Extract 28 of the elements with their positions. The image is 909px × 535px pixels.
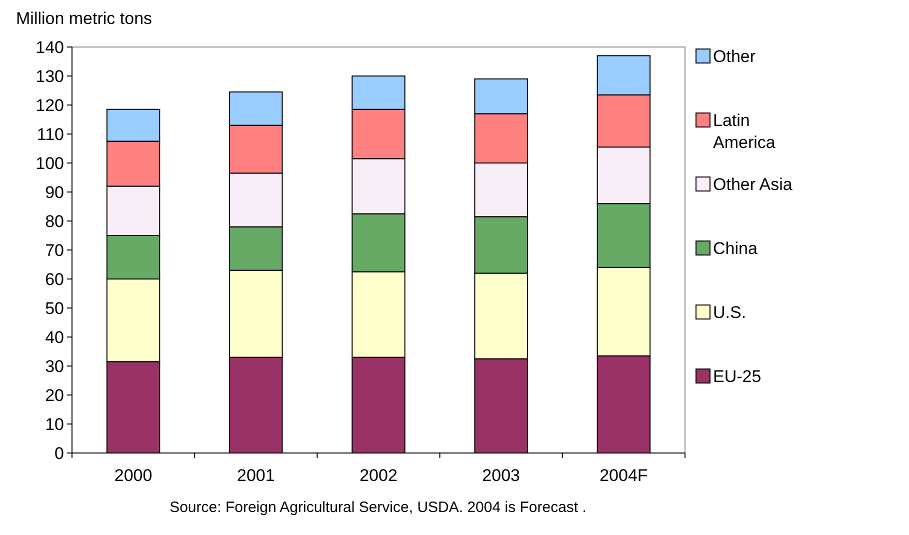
y-tick-label: 30 — [45, 356, 64, 376]
y-tick-label: 130 — [36, 66, 64, 86]
x-tick-label: 2004F — [600, 466, 648, 485]
x-tick-label: 2000 — [114, 466, 152, 485]
y-tick-label: 40 — [45, 328, 64, 347]
y-tick-label: 110 — [36, 124, 64, 144]
y-tick-label: 140 — [36, 38, 64, 57]
y-tick-label: 20 — [45, 386, 64, 405]
legend-label: Other Asia — [713, 174, 793, 194]
legend-label: Other — [713, 46, 756, 66]
y-tick-label: 50 — [45, 298, 64, 318]
y-tick-label: 70 — [45, 240, 64, 260]
legend-label: Latin America — [713, 110, 776, 152]
y-tick-label: 100 — [36, 154, 64, 173]
y-axis-title: Million metric tons — [16, 9, 152, 28]
x-tick-label: 2001 — [236, 466, 275, 485]
y-tick-label: 120 — [36, 96, 64, 115]
x-tick-label: 2002 — [360, 466, 398, 485]
y-tick-label: 90 — [45, 182, 64, 202]
legend-label: EU-25 — [713, 366, 762, 386]
x-tick-label: 2003 — [482, 466, 520, 485]
legend-label: U.S. — [713, 302, 746, 322]
y-tick-label: 10 — [45, 414, 64, 434]
legend-label: China — [713, 238, 758, 258]
y-tick-label: 0 — [54, 444, 64, 463]
source-note: Source: Foreign Agricultural Service, USDA. 2004 is Forecast . — [170, 499, 586, 516]
y-tick-label: 80 — [45, 212, 64, 231]
y-tick-label: 60 — [45, 270, 64, 289]
